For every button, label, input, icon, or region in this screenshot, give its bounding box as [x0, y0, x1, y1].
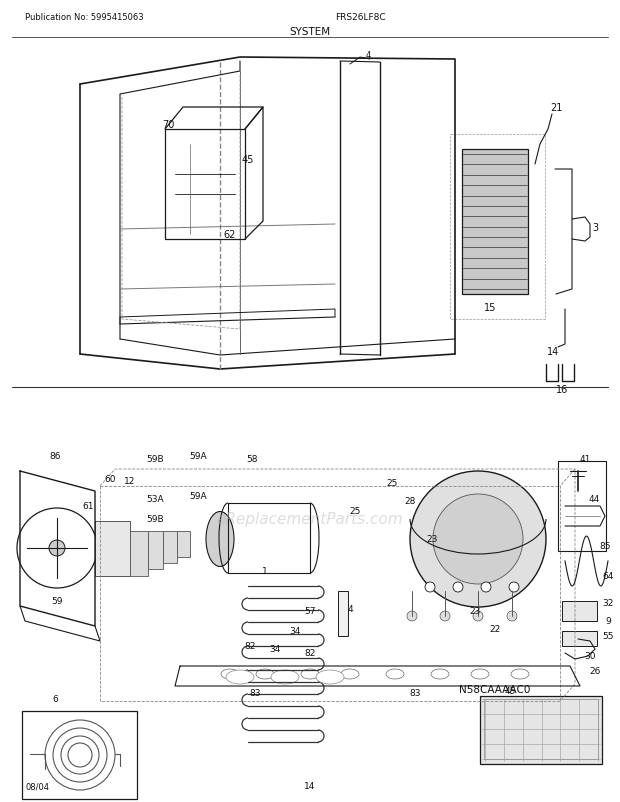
Text: 64: 64 — [602, 572, 614, 581]
Text: 32: 32 — [602, 599, 614, 608]
Circle shape — [410, 472, 546, 607]
Text: 82: 82 — [304, 649, 316, 658]
Bar — [450, 135, 545, 320]
Text: 26: 26 — [590, 666, 601, 675]
Bar — [95, 521, 130, 577]
Ellipse shape — [316, 670, 344, 684]
Text: 58: 58 — [246, 455, 258, 464]
Text: 55: 55 — [602, 632, 614, 641]
Text: 14: 14 — [547, 346, 559, 357]
Text: 23: 23 — [427, 535, 438, 544]
Circle shape — [473, 611, 483, 622]
Text: 83: 83 — [409, 689, 421, 698]
Ellipse shape — [511, 669, 529, 679]
Bar — [562, 631, 597, 646]
Text: N58CAAAAC0: N58CAAAAC0 — [459, 684, 531, 695]
Bar — [130, 532, 148, 577]
Text: 34: 34 — [290, 626, 301, 636]
Ellipse shape — [271, 670, 299, 684]
Text: 57: 57 — [304, 607, 316, 616]
Bar — [484, 699, 598, 759]
Circle shape — [407, 611, 417, 622]
Text: 08/04: 08/04 — [25, 781, 49, 791]
Circle shape — [425, 582, 435, 592]
Circle shape — [440, 611, 450, 622]
Text: 16: 16 — [556, 384, 568, 395]
Text: 59A: 59A — [189, 492, 207, 501]
Ellipse shape — [226, 670, 254, 684]
Text: 83: 83 — [249, 689, 261, 698]
Text: 15: 15 — [484, 302, 496, 313]
Text: 61: 61 — [82, 502, 94, 511]
Text: 44: 44 — [588, 495, 600, 504]
Text: 34: 34 — [269, 645, 281, 654]
Text: 59B: 59B — [146, 455, 164, 464]
Text: 85: 85 — [600, 542, 611, 551]
Text: 28: 28 — [404, 497, 415, 506]
Ellipse shape — [431, 669, 449, 679]
Text: FRS26LF8C: FRS26LF8C — [335, 14, 385, 22]
Text: Publication No: 5995415063: Publication No: 5995415063 — [25, 14, 144, 22]
Text: 82: 82 — [244, 642, 255, 650]
Bar — [338, 591, 348, 636]
Text: 12: 12 — [125, 477, 136, 486]
Ellipse shape — [221, 669, 239, 679]
Text: 3: 3 — [592, 223, 598, 233]
Circle shape — [481, 582, 491, 592]
Text: 30: 30 — [584, 652, 596, 661]
Text: 21: 21 — [550, 103, 562, 113]
Text: 4: 4 — [365, 51, 371, 59]
Text: 60: 60 — [104, 475, 116, 484]
Bar — [148, 532, 163, 569]
Bar — [558, 461, 606, 551]
Text: 45: 45 — [242, 155, 254, 164]
Ellipse shape — [301, 669, 319, 679]
Circle shape — [509, 582, 519, 592]
Bar — [22, 711, 137, 799]
Text: 1: 1 — [262, 567, 268, 576]
Ellipse shape — [206, 512, 234, 567]
Text: 9: 9 — [605, 617, 611, 626]
Circle shape — [507, 611, 517, 622]
Text: 6: 6 — [52, 695, 58, 703]
Text: 86: 86 — [49, 452, 61, 461]
Text: 45: 45 — [504, 687, 516, 695]
Text: 25: 25 — [349, 507, 361, 516]
Ellipse shape — [341, 669, 359, 679]
Ellipse shape — [256, 669, 274, 679]
Text: 59A: 59A — [189, 452, 207, 461]
Text: 70: 70 — [162, 119, 174, 130]
Bar — [562, 602, 597, 622]
Text: eReplacementParts.com: eReplacementParts.com — [216, 512, 404, 527]
Text: 4: 4 — [347, 605, 353, 614]
Circle shape — [433, 494, 523, 585]
Circle shape — [453, 582, 463, 592]
Circle shape — [49, 541, 65, 557]
Text: 59B: 59B — [146, 515, 164, 524]
Text: 14: 14 — [304, 781, 316, 791]
Bar — [163, 532, 177, 563]
Text: 22: 22 — [489, 625, 500, 634]
Text: SYSTEM: SYSTEM — [290, 27, 330, 37]
Ellipse shape — [386, 669, 404, 679]
Text: 59: 59 — [51, 597, 63, 606]
Text: 41: 41 — [579, 455, 591, 464]
Text: 62: 62 — [224, 229, 236, 240]
Ellipse shape — [471, 669, 489, 679]
Text: 53A: 53A — [146, 495, 164, 504]
Text: 25: 25 — [386, 479, 397, 488]
Bar — [462, 150, 528, 294]
Bar — [177, 532, 190, 557]
Bar — [480, 696, 602, 764]
Text: 23: 23 — [469, 607, 481, 616]
